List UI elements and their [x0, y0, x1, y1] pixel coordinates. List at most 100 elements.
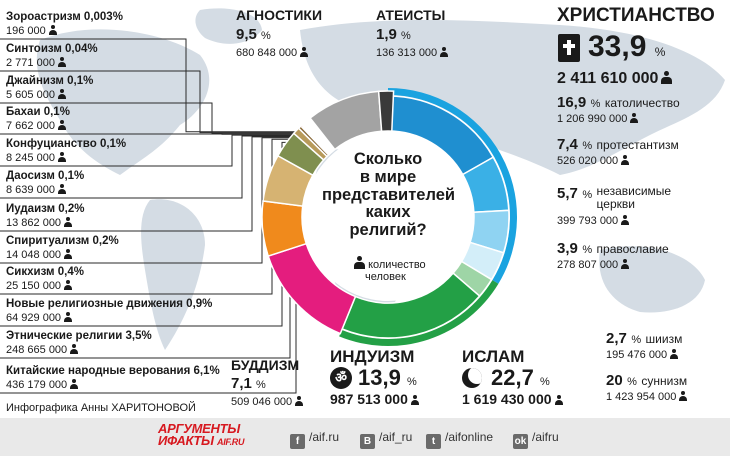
- leader-line: [0, 38, 321, 133]
- social-link-aifru[interactable]: f/aif.ru: [290, 430, 339, 449]
- credit-line: Инфографика Анны ХАРИТОНОВОЙ: [6, 402, 196, 414]
- minor-religion-label: Спиритуализм 0,2%: [6, 235, 119, 247]
- leader-line: [0, 136, 315, 232]
- count-value: 196 000: [6, 25, 46, 37]
- atheists-percent: 1,9 %: [376, 26, 411, 43]
- agnostics-count: 680 848 000: [236, 47, 309, 59]
- minor-religion-count: 64 929 000: [6, 312, 73, 324]
- buddhism-title: БУДДИЗМ: [231, 357, 300, 373]
- map-north-america: [36, 29, 210, 175]
- person-icon: [440, 47, 449, 57]
- count-value: 25 150 000: [6, 280, 62, 292]
- christianity-count: 2 411 610 000: [557, 70, 673, 88]
- person-icon: [295, 396, 304, 406]
- person-icon: [70, 379, 79, 389]
- social-link-aifonline[interactable]: t/aifonline: [426, 430, 493, 449]
- minor-religion-label: Этнические религии 3,5%: [6, 330, 152, 342]
- buddhism-percent: 7,1 %: [231, 375, 266, 392]
- social-link-label: /aifonline: [445, 430, 494, 444]
- buddhism-count: 509 046 000: [231, 396, 304, 408]
- person-icon: [670, 349, 679, 359]
- donut-chart: [261, 88, 518, 346]
- facebook-icon: f: [290, 434, 305, 449]
- minor-religion-label: Китайские народные верования 6,1%: [6, 365, 220, 377]
- minor-religion-label: Синтоизм 0,04%: [6, 43, 98, 55]
- minor-religion-count: 436 179 000: [6, 379, 79, 391]
- person-icon: [64, 312, 73, 322]
- title-line-5: религий?: [349, 221, 427, 240]
- social-link-label: /aifru: [532, 430, 559, 444]
- slice-17: [377, 90, 395, 133]
- leader-line: [0, 134, 317, 167]
- islam-percent: 22,7 %: [491, 365, 550, 390]
- person-icon: [57, 120, 66, 130]
- count-value: 5 605 000: [6, 89, 55, 101]
- islam-count: 1 619 430 000: [462, 391, 563, 407]
- aif-logo[interactable]: АРГУМЕНТЫ ИФАКТЫ AIF.RU: [158, 421, 245, 448]
- leader-line: [0, 70, 320, 134]
- count-value: 7 662 000: [6, 120, 55, 132]
- odnoklassniki-icon: ok: [513, 434, 528, 449]
- count-value: 248 665 000: [6, 344, 68, 356]
- person-icon: [661, 71, 673, 84]
- leader-line: [0, 137, 314, 264]
- minor-religion-count: 25 150 000: [6, 280, 73, 292]
- person-icon: [554, 395, 563, 405]
- hinduism-percent: 13,9 %: [358, 365, 417, 390]
- minor-religion-label: Джайнизм 0,1%: [6, 75, 94, 87]
- agnostics-percent: 9,5 %: [236, 26, 271, 43]
- person-icon: [621, 155, 630, 165]
- social-link-aifru[interactable]: B/aif_ru: [360, 430, 412, 449]
- count-value: 436 179 000: [6, 379, 68, 391]
- person-icon: [57, 184, 66, 194]
- twitter-icon: t: [426, 434, 441, 449]
- person-icon: [57, 152, 66, 162]
- person-icon: [64, 280, 73, 290]
- islam-sub-count: 195 476 000: [606, 349, 679, 361]
- bible-icon: [558, 34, 580, 62]
- map-greenland: [195, 8, 262, 44]
- christianity-sub-count: 1 206 990 000: [557, 113, 639, 125]
- social-link-label: /aif_ru: [379, 430, 413, 444]
- christianity-sub-label: 5,7 % независимые церкви: [557, 184, 672, 212]
- atheists-title: АТЕИСТЫ: [376, 7, 446, 23]
- islam-sub-count: 1 423 954 000: [606, 391, 688, 403]
- person-icon: [410, 395, 419, 405]
- title-line-3: представителей: [322, 185, 456, 204]
- logo-line-1: АРГУМЕНТЫ: [158, 421, 240, 436]
- christianity-sub-label: 3,9 % православие: [557, 240, 669, 257]
- minor-religion-count: 196 000: [6, 25, 57, 37]
- agnostics-title: АГНОСТИКИ: [236, 7, 323, 23]
- christianity-percent: 33,9 %: [588, 30, 666, 63]
- legend-note-line1: количество: [368, 259, 426, 271]
- minor-religion-count: 7 662 000: [6, 120, 66, 132]
- om-icon: ॐ: [330, 367, 352, 389]
- minor-religion-count: 14 048 000: [6, 249, 73, 261]
- minor-religion-count: 8 245 000: [6, 152, 66, 164]
- hinduism-count: 987 513 000: [330, 391, 419, 407]
- minor-religion-label: Даосизм 0,1%: [6, 170, 85, 182]
- social-link-label: /aif.ru: [309, 430, 340, 444]
- christianity-sub-count: 526 020 000: [557, 155, 630, 167]
- christianity-sub-count: 278 807 000: [557, 259, 630, 271]
- count-value: 13 862 000: [6, 217, 62, 229]
- islam-sub-label: 20 % суннизм: [606, 372, 688, 389]
- minor-religion-label: Конфуцианство 0,1%: [6, 138, 127, 150]
- donut-center: [304, 133, 472, 301]
- person-icon: [679, 391, 688, 401]
- social-link-aifru[interactable]: ok/aifru: [513, 430, 559, 449]
- christianity-sub-count: 399 793 000: [557, 215, 630, 227]
- person-icon: [64, 217, 73, 227]
- person-icon: [630, 113, 639, 123]
- person-icon: [621, 215, 630, 225]
- person-icon: [57, 57, 66, 67]
- minor-religion-label: Новые религиозные движения 0,9%: [6, 298, 213, 310]
- minor-religion-label: Зороастризм 0,003%: [6, 11, 123, 23]
- minor-religion-label: Иудаизм 0,2%: [6, 203, 85, 215]
- minor-religion-count: 5 605 000: [6, 89, 66, 101]
- person-icon: [300, 47, 309, 57]
- legend-note-line2: человек: [365, 271, 406, 284]
- map-south-america: [141, 199, 205, 350]
- legend-note: количество человек: [351, 256, 426, 283]
